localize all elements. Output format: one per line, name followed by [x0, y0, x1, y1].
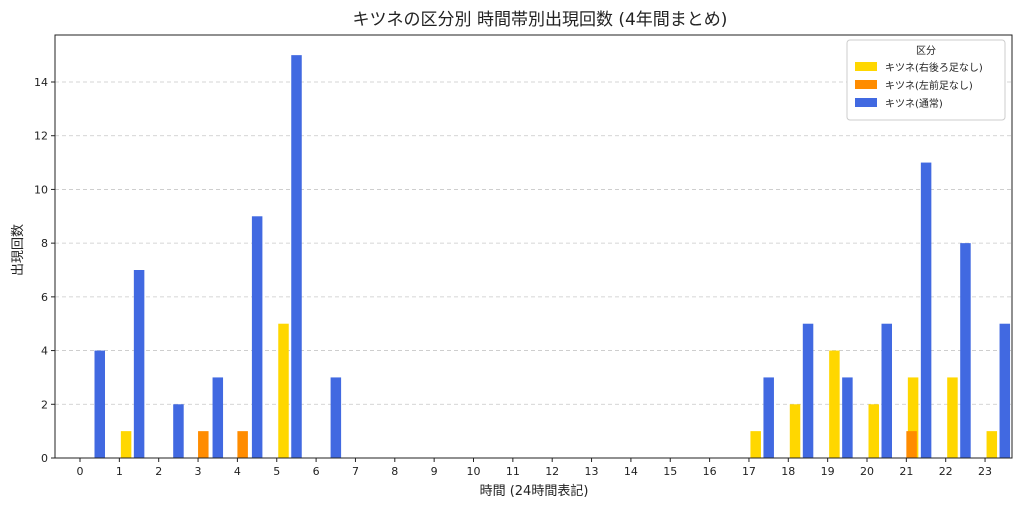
legend-entry: キツネ(左前足なし): [885, 79, 973, 92]
bar: [842, 377, 853, 458]
x-tick-label: 8: [391, 465, 398, 478]
x-tick-label: 22: [939, 465, 953, 478]
bar: [237, 431, 248, 458]
bar: [198, 431, 209, 458]
legend-title: 区分: [916, 45, 936, 57]
legend-entry: キツネ(右後ろ足なし): [885, 61, 983, 74]
bar: [133, 270, 145, 458]
chart-title: キツネの区分別 時間帯別出現回数 (4年間まとめ): [353, 10, 728, 30]
bar: [881, 323, 892, 458]
bar: [960, 243, 971, 458]
bar: [986, 431, 998, 458]
bar: [750, 431, 761, 458]
x-tick-label: 23: [978, 465, 992, 478]
x-tick-label: 10: [467, 465, 481, 478]
y-tick-label: 4: [41, 345, 48, 358]
y-axis-label: 出現回数: [11, 224, 26, 276]
x-tick-label: 21: [899, 465, 913, 478]
y-tick-label: 14: [34, 76, 48, 89]
bar: [947, 377, 958, 458]
y-tick-label: 8: [41, 237, 48, 250]
bar: [212, 377, 224, 458]
bar: [920, 162, 932, 459]
x-tick-label: 16: [703, 465, 717, 478]
y-tick-label: 12: [34, 130, 48, 143]
x-axis-label: 時間 (24時間表記): [480, 483, 589, 499]
x-tick-label: 12: [545, 465, 559, 478]
x-tick-label: 4: [234, 465, 241, 478]
x-tick-label: 7: [352, 465, 359, 478]
x-tick-label: 20: [860, 465, 874, 478]
bar: [802, 323, 814, 458]
x-tick-label: 6: [313, 465, 320, 478]
bar: [120, 431, 132, 458]
legend-box: [846, 39, 1006, 121]
legend-swatch: [855, 80, 877, 89]
bar: [907, 377, 919, 458]
bar: [94, 350, 105, 458]
x-tick-label: 0: [77, 465, 84, 478]
bar: [906, 431, 917, 458]
legend-swatch: [855, 98, 877, 107]
y-tick-label: 2: [41, 398, 48, 411]
x-tick-label: 19: [821, 465, 835, 478]
y-tick-label: 6: [41, 291, 48, 304]
bar: [251, 216, 263, 458]
x-tick-label: 18: [781, 465, 795, 478]
y-tick-label: 0: [41, 452, 48, 465]
bar: [291, 55, 302, 459]
bar: [278, 323, 289, 458]
bars-layer: [94, 55, 1011, 459]
x-tick-label: 17: [742, 465, 756, 478]
x-tick-label: 13: [585, 465, 599, 478]
x-tick-label: 11: [506, 465, 520, 478]
legend-entry: キツネ(通常): [885, 97, 943, 110]
bar: [789, 404, 801, 458]
grid-layer: [55, 81, 1012, 459]
x-tick-label: 14: [624, 465, 638, 478]
bar: [999, 323, 1011, 458]
legend-swatch: [855, 62, 877, 71]
x-tick-label: 5: [273, 465, 280, 478]
plot-frame: [54, 34, 1013, 459]
bar: [173, 404, 184, 458]
x-tick-label: 9: [431, 465, 438, 478]
bar: [868, 404, 879, 458]
bar: [829, 350, 840, 458]
x-tick-label: 2: [155, 465, 162, 478]
y-tick-label: 10: [34, 183, 48, 196]
bar: [330, 377, 342, 458]
x-tick-label: 1: [116, 465, 123, 478]
bar: [763, 377, 774, 458]
x-tick-label: 15: [663, 465, 677, 478]
x-tick-label: 3: [195, 465, 202, 478]
